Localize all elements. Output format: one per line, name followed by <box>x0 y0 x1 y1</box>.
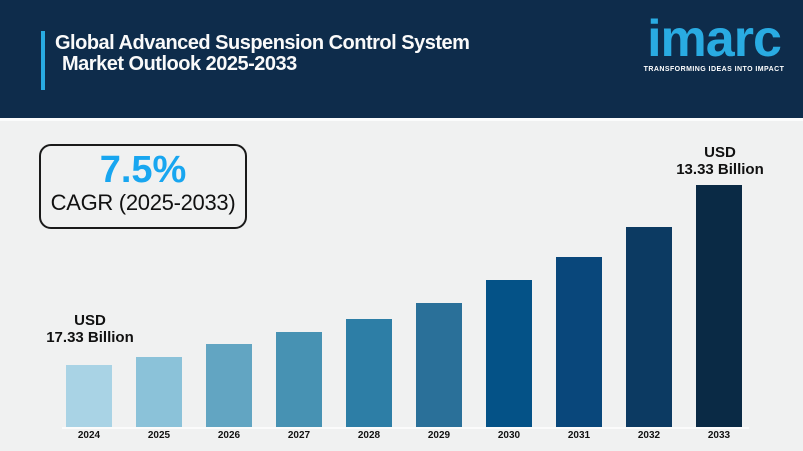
bar-2029 <box>416 303 462 427</box>
x-axis-labels: 2024 2025 2026 2027 2028 2029 2030 2031 2032 2033 <box>66 430 742 441</box>
value-label-2033-currency: USD <box>704 144 736 161</box>
bar-2031 <box>556 257 602 427</box>
bar-2026 <box>206 344 252 427</box>
cagr-rate: 7.5% <box>99 149 187 191</box>
year-label-2027: 2027 <box>287 430 311 441</box>
report-title-line2: Market Outlook 2025-2033 <box>62 53 297 75</box>
report-title-line1: Global Advanced Suspension Control Syste… <box>55 32 470 54</box>
header-banner: Global Advanced Suspension Control Syste… <box>0 0 803 121</box>
year-label-2029: 2029 <box>427 430 451 441</box>
year-label-2024: 2024 <box>77 430 101 441</box>
year-label-2030: 2030 <box>497 430 521 441</box>
year-label-2025: 2025 <box>147 430 171 441</box>
cagr-badge: 7.5% CAGR (2025-2033) <box>39 144 247 229</box>
year-label-2032: 2032 <box>637 430 661 441</box>
year-label-2028: 2028 <box>357 430 381 441</box>
year-label-2031: 2031 <box>567 430 591 441</box>
value-label-2033-amount: 13.33 Billion <box>676 161 764 178</box>
bar-2024 <box>66 365 112 427</box>
bar-2027 <box>276 332 322 427</box>
imarc-logo-tagline: TRANSFORMING IDEAS INTO IMPACT <box>643 66 785 73</box>
imarc-logo: imarc TRANSFORMING IDEAS INTO IMPACT <box>638 10 790 73</box>
year-label-2033: 2033 <box>707 430 731 441</box>
value-label-2024-amount: 17.33 Billion <box>46 329 134 346</box>
bar-2025 <box>136 357 182 427</box>
value-label-2024-currency: USD <box>74 312 106 329</box>
x-axis-line <box>62 427 749 429</box>
bar-2028 <box>346 319 392 427</box>
imarc-logo-wordmark: imarc <box>647 10 782 68</box>
cagr-period-label: CAGR (2025-2033) <box>50 190 236 215</box>
value-label-2024: USD 17.33 Billion <box>40 312 140 346</box>
value-label-2033: USD 13.33 Billion <box>670 144 770 178</box>
title-accent-bar <box>41 31 45 90</box>
bar-2032 <box>626 227 672 427</box>
bar-2033 <box>696 185 742 427</box>
report-title: Global Advanced Suspension Control Syste… <box>55 32 470 75</box>
bar-chart <box>66 185 742 427</box>
bar-2030 <box>486 280 532 427</box>
year-label-2026: 2026 <box>217 430 241 441</box>
